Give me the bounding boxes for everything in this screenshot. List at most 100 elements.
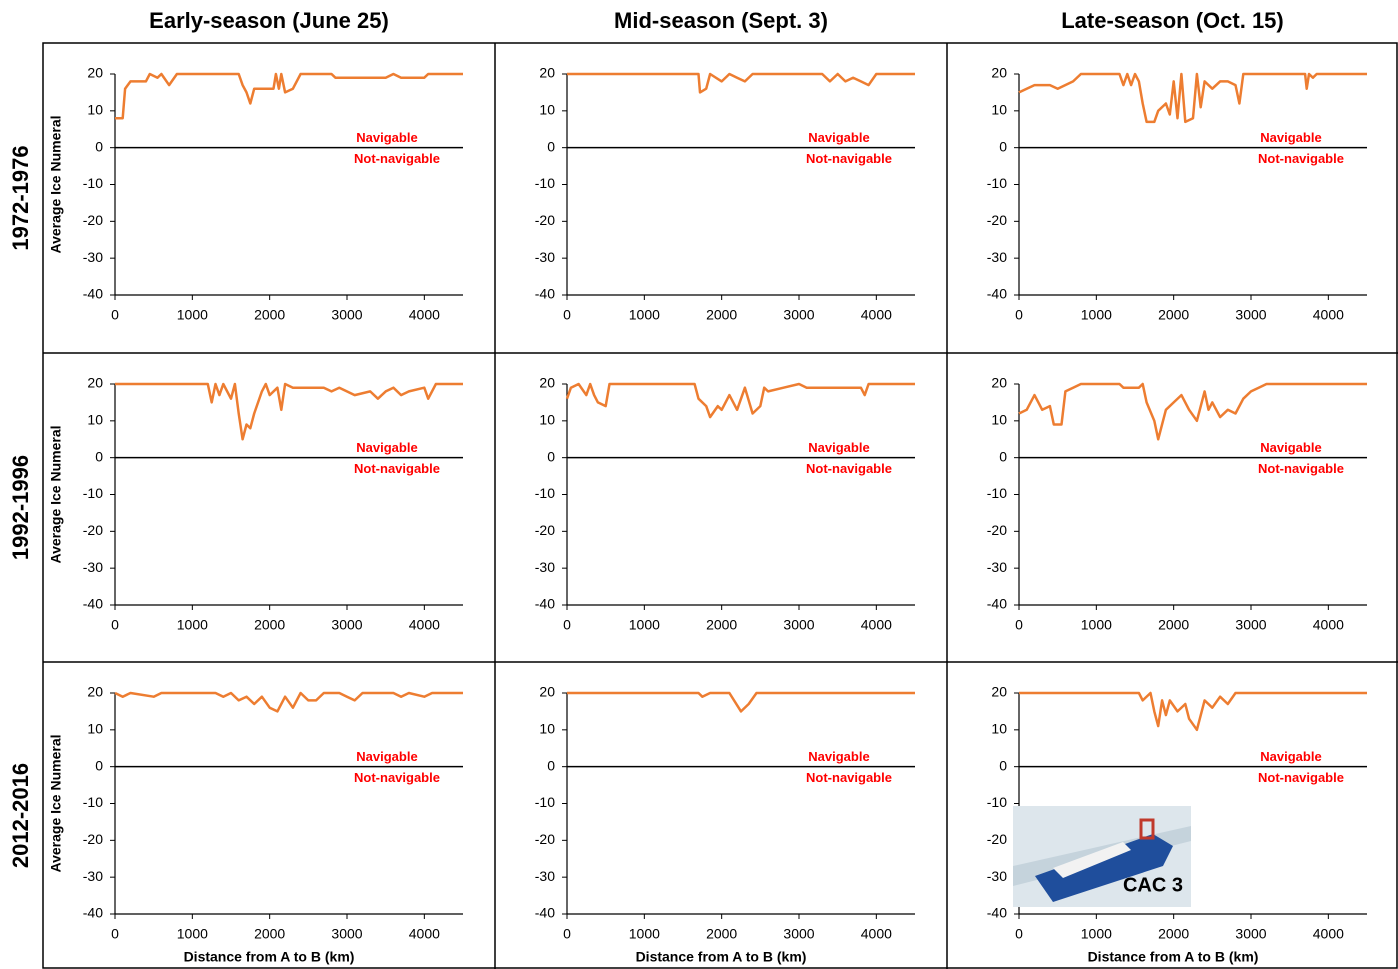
x-tick-label: 2000 <box>1158 926 1189 942</box>
x-tick-label: 0 <box>563 926 571 942</box>
y-tick-label: -20 <box>535 522 555 538</box>
y-tick-label: 10 <box>87 721 103 737</box>
y-tick-label: 10 <box>539 102 555 118</box>
y-tick-label: 20 <box>87 375 103 391</box>
y-tick-label: 10 <box>991 721 1007 737</box>
x-tick-label: 3000 <box>1235 617 1266 633</box>
y-tick-label: 10 <box>991 102 1007 118</box>
x-axis-label: Distance from A to B (km) <box>1088 949 1259 965</box>
y-tick-label: 0 <box>95 448 103 464</box>
y-tick-label: -40 <box>987 905 1007 921</box>
y-tick-label: -30 <box>83 559 103 575</box>
x-tick-label: 2000 <box>706 307 737 323</box>
x-tick-label: 4000 <box>1313 926 1344 942</box>
annotation: Navigable <box>1260 130 1321 145</box>
x-tick-label: 3000 <box>1235 307 1266 323</box>
x-tick-label: 3000 <box>783 617 814 633</box>
y-axis-label: Average Ice Numeral <box>48 116 64 254</box>
y-tick-label: -30 <box>987 868 1007 884</box>
data-line <box>1019 691 1367 732</box>
x-tick-label: 4000 <box>861 307 892 323</box>
x-tick-label: 0 <box>111 617 119 633</box>
annotation: Navigable <box>808 440 869 455</box>
y-tick-label: -40 <box>83 596 103 612</box>
y-tick-label: 20 <box>87 65 103 81</box>
row-label: 2012-2016 <box>8 763 33 868</box>
x-tick-label: 2000 <box>254 307 285 323</box>
x-tick-label: 3000 <box>331 617 362 633</box>
y-tick-label: 0 <box>95 138 103 154</box>
x-tick-label: 2000 <box>254 926 285 942</box>
x-tick-label: 1000 <box>1081 617 1112 633</box>
x-tick-label: 1000 <box>629 617 660 633</box>
data-line <box>567 72 915 94</box>
x-tick-label: 2000 <box>1158 307 1189 323</box>
y-axis-label: Average Ice Numeral <box>48 426 64 564</box>
y-tick-label: -40 <box>83 286 103 302</box>
y-tick-label: -40 <box>83 905 103 921</box>
y-tick-label: -20 <box>987 212 1007 228</box>
x-tick-label: 1000 <box>1081 926 1112 942</box>
annotation: Not-navigable <box>806 151 892 166</box>
y-tick-label: 20 <box>539 65 555 81</box>
column-title: Early-season (June 25) <box>149 8 389 33</box>
x-tick-label: 2000 <box>706 617 737 633</box>
inset-label: CAC 3 <box>1123 874 1183 896</box>
annotation: Not-navigable <box>806 770 892 785</box>
x-tick-label: 1000 <box>177 617 208 633</box>
x-tick-label: 4000 <box>861 617 892 633</box>
y-tick-label: 0 <box>999 448 1007 464</box>
x-axis-label: Distance from A to B (km) <box>184 949 355 965</box>
frame <box>42 42 1398 969</box>
y-tick-label: 20 <box>87 684 103 700</box>
inset-ship-hull <box>1035 834 1173 902</box>
y-tick-label: -30 <box>987 249 1007 265</box>
y-tick-label: 0 <box>547 138 555 154</box>
y-tick-label: 10 <box>539 721 555 737</box>
data-line <box>567 691 915 713</box>
inset-crane <box>1139 818 1155 840</box>
y-axis-label: Average Ice Numeral <box>48 735 64 873</box>
annotation: Not-navigable <box>1258 151 1344 166</box>
x-tick-label: 0 <box>1015 307 1023 323</box>
y-tick-label: -30 <box>83 249 103 265</box>
row-label: 1992-1996 <box>8 455 33 560</box>
y-tick-label: -40 <box>535 596 555 612</box>
y-tick-label: -20 <box>83 212 103 228</box>
x-tick-label: 0 <box>111 926 119 942</box>
y-tick-label: 0 <box>999 138 1007 154</box>
chart: -40 -30 -20 -10 0 10 20 0 1000 2000 3000 4000 Naviga… <box>535 65 915 323</box>
chart: -40 -30 -20 -10 0 10 20 0 1000 2000 3000 4000 Naviga… <box>535 375 915 633</box>
chart: -40 -30 -20 -10 0 10 20 0 1000 2000 3000 4000 Naviga… <box>987 375 1367 633</box>
y-tick-label: -10 <box>987 794 1007 810</box>
row-label: 1972-1976 <box>8 145 33 250</box>
x-tick-label: 4000 <box>861 926 892 942</box>
x-tick-label: 1000 <box>629 926 660 942</box>
data-line <box>1018 382 1367 441</box>
annotation: Navigable <box>808 749 869 764</box>
y-tick-label: -20 <box>535 831 555 847</box>
column-title: Mid-season (Sept. 3) <box>614 8 828 33</box>
x-tick-label: 0 <box>1015 617 1023 633</box>
y-tick-label: -30 <box>535 559 555 575</box>
y-tick-label: 0 <box>547 448 555 464</box>
inset-ship-deck <box>1053 842 1131 878</box>
x-tick-label: 1000 <box>1081 307 1112 323</box>
y-tick-label: -40 <box>987 596 1007 612</box>
y-tick-label: -20 <box>83 522 103 538</box>
y-tick-label: 10 <box>87 412 103 428</box>
y-tick-label: 20 <box>539 684 555 700</box>
y-tick-label: -10 <box>535 794 555 810</box>
data-line <box>115 382 463 441</box>
y-tick-label: 10 <box>991 412 1007 428</box>
data-line <box>565 382 915 419</box>
x-tick-label: 0 <box>1015 926 1023 942</box>
x-tick-label: 4000 <box>409 307 440 323</box>
data-line <box>114 691 463 713</box>
chart: -40 -30 -20 -10 0 10 20 0 1000 2000 3000 4000 Naviga… <box>535 684 915 965</box>
y-tick-label: -40 <box>987 286 1007 302</box>
x-tick-label: 1000 <box>177 926 208 942</box>
x-tick-label: 1000 <box>177 307 208 323</box>
annotation: Navigable <box>356 130 417 145</box>
